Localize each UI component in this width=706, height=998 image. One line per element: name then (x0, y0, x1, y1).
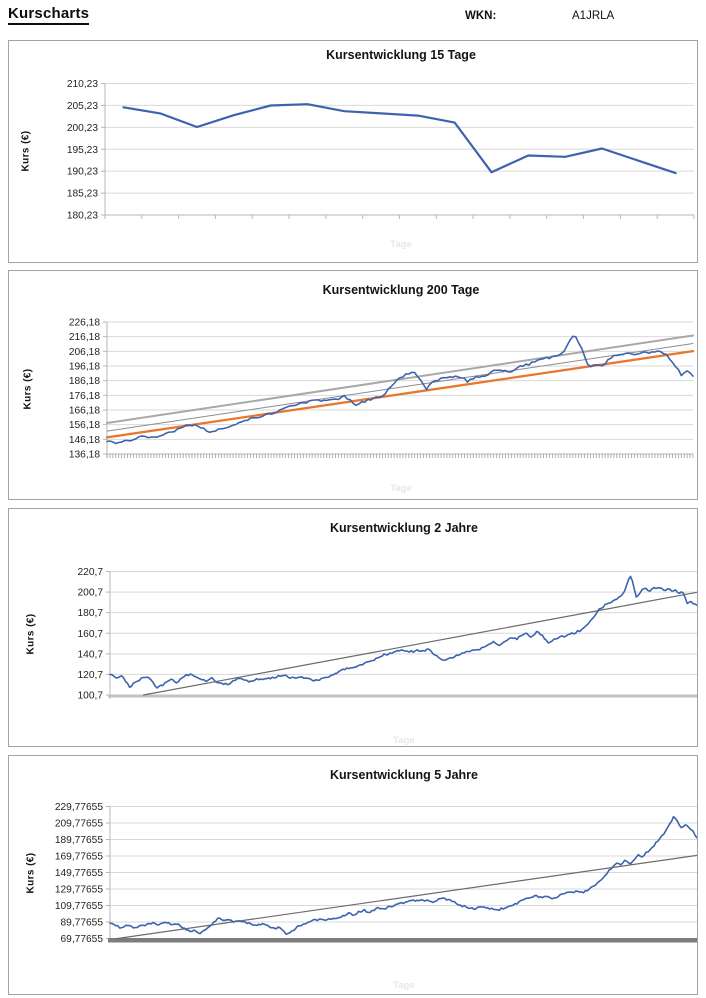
x-axis (106, 453, 694, 458)
x-axis-label: Tage (390, 483, 412, 494)
chart-title: Kursentwicklung 200 Tage (322, 283, 480, 297)
y-tick-label: 189,77655 (55, 835, 103, 846)
chart-canvas-2-jahre: 220,7 200,7 180,7 160,7 140,7 120,7 100,7 (78, 567, 697, 702)
y-tick-label: 136,18 (69, 450, 100, 461)
y-tick-label: 196,18 (69, 362, 100, 373)
y-tick-label: 109,77655 (55, 901, 103, 912)
x-axis (108, 938, 697, 943)
channel-mid-gray (106, 343, 694, 432)
y-axis-label: Kurs (€) (25, 613, 37, 655)
y-tick-label: 180,23 (67, 211, 98, 222)
y-tick-label: 89,77655 (61, 918, 104, 929)
y-tick-label: 149,77655 (55, 868, 103, 879)
y-tick-label: 216,18 (69, 332, 100, 343)
y-tick-label: 186,18 (69, 376, 100, 387)
y-tick-label: 185,23 (67, 189, 98, 200)
y-tick-label: 176,18 (69, 391, 100, 402)
chart-panel-2-jahre: 220,7 200,7 180,7 160,7 140,7 120,7 100,7 Kurs… (8, 508, 698, 747)
y-tick-label: 190,23 (67, 167, 98, 178)
y-axis-label: Kurs (€) (25, 852, 37, 894)
y-tick-label: 206,18 (69, 347, 100, 358)
y-tick-labels: 226,18 216,18 206,18 196,18 186,18 176,18 166,… (69, 318, 100, 461)
x-axis-label: Tage (393, 735, 415, 746)
price-line (122, 103, 677, 175)
trend-gray (115, 854, 697, 940)
y-axis-label: Kurs (€) (20, 130, 32, 172)
y-tick-label: 226,18 (69, 318, 100, 329)
y-tick-label: 229,77655 (55, 802, 103, 813)
y-tick-label: 200,23 (67, 123, 98, 134)
channel-upper-gray (106, 334, 694, 425)
y-tick-label: 166,18 (69, 406, 100, 417)
trend-gray (142, 591, 697, 696)
y-tick-label: 169,77655 (55, 852, 103, 863)
chart-panel-200-tage: 226,18 216,18 206,18 196,18 186,18 176,18 166,… (8, 270, 698, 500)
y-tick-label: 140,7 (78, 649, 104, 660)
y-tick-label: 205,23 (67, 101, 98, 112)
y-tick-label: 195,23 (67, 145, 98, 156)
y-tick-label: 146,18 (69, 435, 100, 446)
chart-canvas-5-jahre: 229,77655 209,77655 189,77655 169,77655 149,… (55, 802, 697, 945)
y-tick-labels: 210,23 205,23 200,23 195,23 190,23 185,23 180,… (67, 79, 98, 222)
chart-title: Kursentwicklung 15 Tage (326, 48, 476, 62)
y-tick-label: 160,7 (78, 629, 104, 640)
y-tick-label: 69,77655 (61, 934, 104, 945)
y-tick-label: 120,7 (78, 670, 104, 681)
price-line (109, 815, 697, 936)
wkn-value: A1JRLA (572, 10, 615, 22)
y-tick-label: 200,7 (78, 588, 104, 599)
gridlines (103, 321, 693, 455)
chart-title: Kursentwicklung 2 Jahre (330, 521, 478, 535)
y-axis-label: Kurs (€) (22, 368, 34, 410)
x-axis-label: Tage (390, 239, 412, 250)
y-tick-label: 180,7 (78, 608, 104, 619)
x-axis (108, 694, 697, 698)
x-axis-label: Tage (393, 980, 415, 991)
y-tick-labels: 229,77655 209,77655 189,77655 169,77655 149,… (55, 802, 103, 945)
y-tick-label: 210,23 (67, 79, 98, 90)
chart-canvas-200-tage: 226,18 216,18 206,18 196,18 186,18 176,18 166,… (69, 318, 695, 461)
price-line (106, 335, 694, 445)
y-tick-label: 209,77655 (55, 819, 103, 830)
y-tick-label: 220,7 (78, 567, 104, 578)
chart-panel-15-tage: 210,23 205,23 200,23 195,23 190,23 185,23 180,… (8, 40, 698, 263)
page-title: Kurscharts (8, 5, 90, 25)
y-tick-labels: 220,7 200,7 180,7 160,7 140,7 120,7 100,7 (78, 567, 104, 702)
chart-panel-5-jahre: 229,77655 209,77655 189,77655 169,77655 149,… (8, 755, 698, 995)
y-tick-label: 100,7 (78, 691, 104, 702)
chart-title: Kursentwicklung 5 Jahre (330, 768, 478, 782)
chart-canvas-15-tage: 210,23 205,23 200,23 195,23 190,23 185,23 180,… (67, 79, 695, 222)
y-tick-label: 129,77655 (55, 885, 103, 896)
y-tick-label: 156,18 (69, 420, 100, 431)
wkn-label: WKN: (465, 10, 497, 22)
x-axis (104, 214, 695, 219)
price-line (109, 575, 697, 689)
